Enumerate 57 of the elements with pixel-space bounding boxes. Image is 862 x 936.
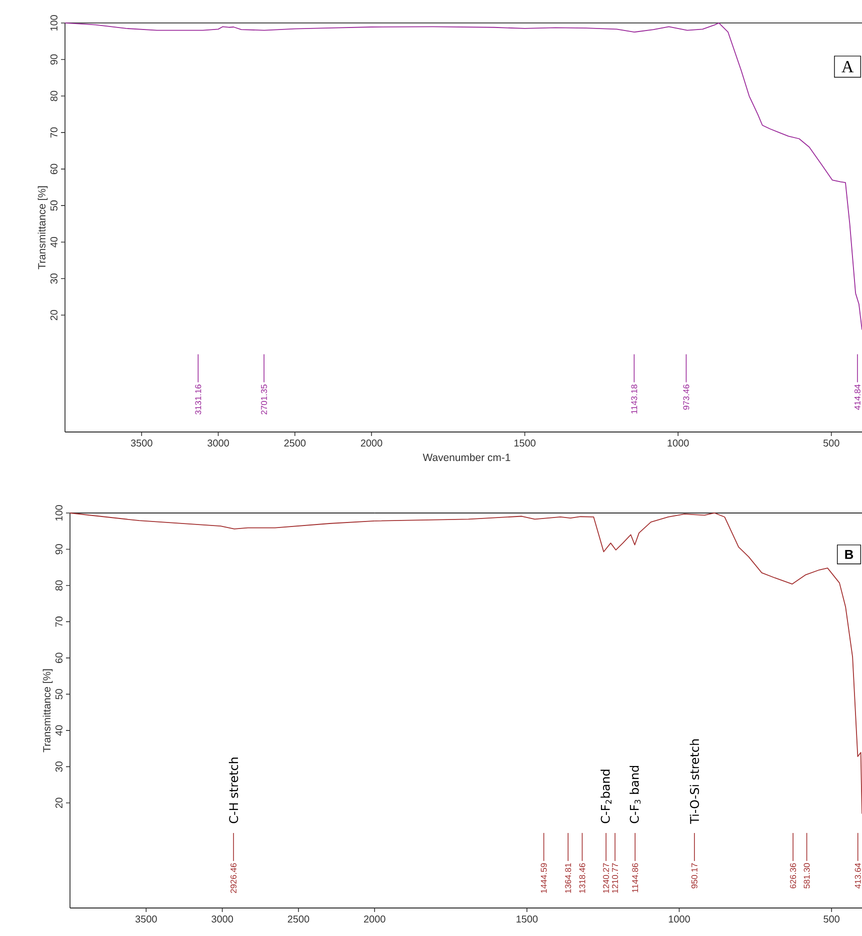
annotation: A bbox=[842, 61, 854, 72]
x-tick-label: 1500 bbox=[516, 916, 538, 923]
y-tick-label: 100 bbox=[55, 505, 62, 521]
y-tick-label: 60 bbox=[55, 652, 62, 663]
x-tick-label: 500 bbox=[824, 916, 840, 923]
annotation: 973.46 bbox=[683, 384, 690, 410]
annotation: 2926.46 bbox=[230, 863, 236, 894]
x-tick-label: 500 bbox=[823, 440, 840, 447]
annotation: 1240.27 bbox=[603, 863, 610, 893]
annotation: Ti-O-Si stretch bbox=[690, 739, 700, 824]
y-tick-label: 90 bbox=[55, 544, 62, 554]
x-axis-title: Wavenumber cm-1 bbox=[422, 453, 510, 462]
y-tick-label: 100 bbox=[50, 15, 58, 31]
x-tick-label: 1000 bbox=[668, 440, 689, 447]
annotation: C-F$_{2}$band bbox=[600, 770, 612, 824]
x-tick-label: 2000 bbox=[364, 916, 386, 923]
y-tick-label: 40 bbox=[50, 236, 58, 248]
y-tick-label: 30 bbox=[50, 273, 58, 284]
y-axis-title: Transmittance [%] bbox=[38, 186, 48, 270]
y-tick-label: 60 bbox=[50, 164, 58, 174]
y-tick-label: 20 bbox=[50, 310, 58, 320]
y-tick-label: 70 bbox=[50, 127, 58, 138]
annotation: 626.36 bbox=[790, 863, 796, 888]
annotation: 414.84 bbox=[854, 384, 860, 410]
y-tick-label: 40 bbox=[55, 725, 62, 736]
y-tick-label: 80 bbox=[55, 580, 62, 591]
annotation: B bbox=[845, 550, 854, 559]
annotation: 581.30 bbox=[804, 863, 810, 888]
x-tick-label: 1000 bbox=[668, 916, 690, 923]
x-tick-label: 1500 bbox=[514, 440, 536, 447]
x-tick-label: 3500 bbox=[130, 440, 152, 447]
y-tick-label: 50 bbox=[55, 689, 62, 700]
annotation: 1364.81 bbox=[565, 863, 572, 893]
x-tick-label: 3500 bbox=[135, 916, 157, 923]
annotation: 1210.77 bbox=[612, 863, 618, 893]
x-tick-label: 2500 bbox=[288, 916, 310, 923]
y-tick-label: 90 bbox=[50, 54, 58, 65]
annotation: 413.64 bbox=[854, 863, 861, 889]
annotation: 950.17 bbox=[691, 863, 698, 888]
annotation: C-F$_{3}$ band bbox=[630, 766, 641, 824]
annotation: 1144.86 bbox=[632, 863, 638, 892]
annotation: 3131.16 bbox=[195, 384, 202, 414]
y-tick-label: 80 bbox=[50, 90, 58, 102]
annotation: 1318.46 bbox=[579, 863, 586, 893]
y-axis-title: Transmittance [%] bbox=[42, 669, 53, 752]
x-tick-label: 2000 bbox=[360, 440, 382, 447]
y-tick-label: 20 bbox=[55, 798, 62, 808]
annotation: 2701.35 bbox=[261, 384, 268, 414]
annotation: C-H stretch bbox=[228, 758, 238, 824]
y-tick-label: 50 bbox=[50, 200, 58, 211]
y-tick-label: 70 bbox=[55, 616, 62, 627]
y-tick-label: 30 bbox=[55, 762, 62, 772]
x-tick-label: 2500 bbox=[284, 440, 306, 447]
x-tick-label: 3000 bbox=[212, 916, 233, 923]
annotation: 1444.59 bbox=[540, 863, 547, 893]
annotation: 1143.18 bbox=[631, 384, 638, 414]
x-tick-label: 3000 bbox=[208, 440, 229, 447]
